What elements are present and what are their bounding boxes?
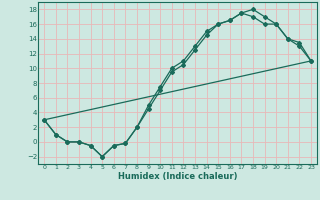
X-axis label: Humidex (Indice chaleur): Humidex (Indice chaleur)	[118, 172, 237, 181]
